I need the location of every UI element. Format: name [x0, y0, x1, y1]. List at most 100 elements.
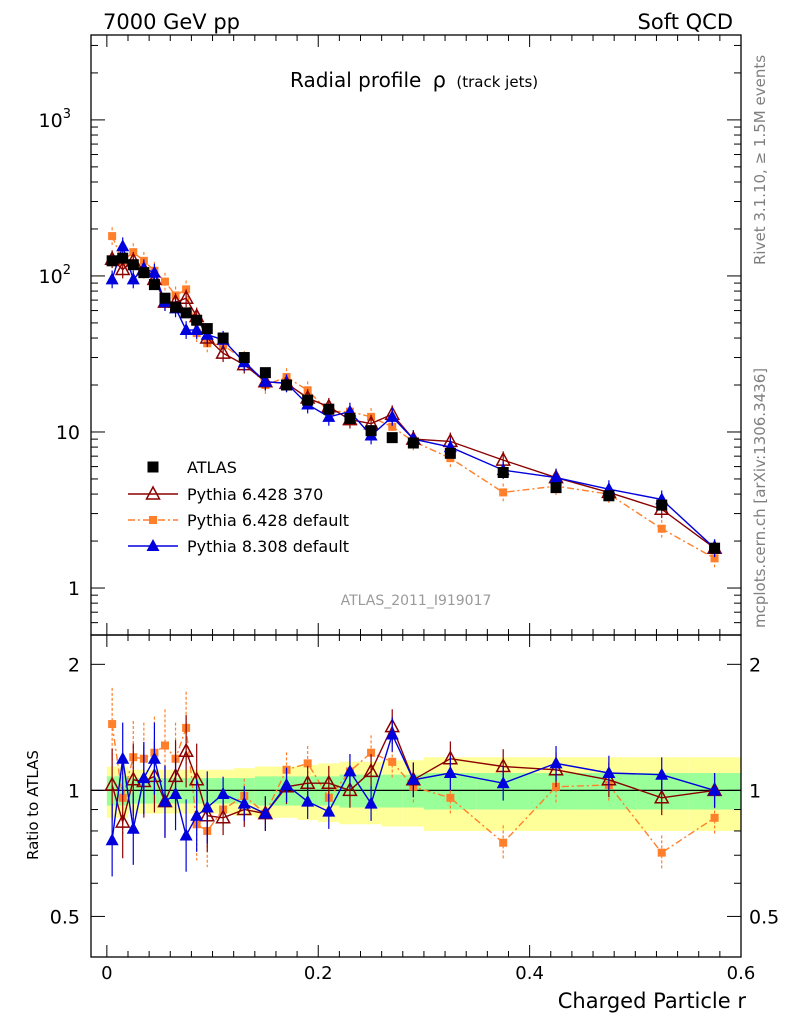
plot-title-main: Radial profile: [290, 68, 421, 92]
main-series-layer: [104, 227, 723, 568]
data-point: [365, 425, 377, 437]
data-point: [710, 554, 719, 563]
data-point: [407, 437, 419, 449]
data-point: [201, 323, 213, 335]
ratio-data-point: [653, 789, 670, 804]
data-point: [116, 239, 130, 252]
ratio-data-point: [178, 742, 194, 758]
data-point: [657, 524, 666, 533]
ratio-data-point: [499, 838, 508, 847]
y-tick-label: 103: [39, 107, 71, 132]
data-point: [179, 323, 193, 336]
series-atlas: [106, 252, 721, 554]
data-point: [148, 279, 160, 291]
ratio-data-point: [303, 759, 312, 768]
ratio-data-point: [169, 787, 183, 800]
data-point: [550, 482, 562, 494]
ratio-data-point: [342, 781, 358, 797]
y-tick-exponent: 2: [63, 263, 71, 278]
legend-marker: [146, 539, 160, 551]
data-point: [178, 289, 194, 304]
series-line: [111, 235, 715, 559]
ratio-data-point: [388, 757, 397, 766]
data-point: [108, 232, 117, 241]
data-point: [323, 403, 335, 415]
data-point: [388, 422, 397, 431]
ratio-data-point: [105, 833, 119, 846]
ratio-data-point: [321, 774, 337, 789]
plot-title: Radial profile ρ (track jets): [290, 68, 538, 92]
data-point: [444, 447, 456, 459]
data-point: [497, 466, 509, 478]
data-point: [170, 301, 182, 313]
x-tick-label: 0.4: [515, 963, 544, 984]
plot-title-symbol: ρ: [433, 68, 446, 92]
data-point: [160, 277, 169, 286]
data-point: [147, 265, 161, 278]
header-right-label: Soft QCD: [638, 10, 733, 34]
ratio-data-point: [343, 764, 357, 777]
ratio-data-point: [126, 821, 140, 834]
legend-marker: [145, 485, 161, 500]
ratio-data-point: [301, 794, 315, 807]
y-tick-label: 1: [68, 578, 80, 600]
data-point: [105, 272, 119, 285]
data-point: [106, 255, 118, 267]
data-point: [138, 267, 150, 279]
ratio-data-point: [215, 809, 231, 824]
ratio-data-point: [655, 767, 669, 780]
plot-title-sub: (track jets): [456, 73, 538, 91]
data-point: [302, 394, 314, 406]
ratio-band-green: [381, 774, 403, 808]
y-tick-base: 10: [39, 266, 63, 288]
legend-label: Pythia 8.308 default: [187, 537, 349, 556]
ratio-data-point: [116, 751, 130, 764]
data-point: [190, 323, 204, 336]
ratio-data-point: [258, 806, 272, 819]
x-tick-label: 0: [101, 963, 112, 984]
legend-entry: Pythia 6.428 default: [128, 511, 349, 530]
x-tick-label: 0.6: [727, 963, 756, 984]
ratio-data-point: [367, 748, 376, 757]
ratio-y-tick-label-left: 0.5: [50, 906, 80, 928]
data-point: [603, 490, 615, 502]
source-label: mcplots.cern.ch [arXiv:1306.3436]: [751, 368, 769, 628]
data-point: [180, 307, 192, 319]
data-point: [217, 332, 229, 344]
data-point: [259, 367, 271, 379]
ratio-data-point: [602, 766, 616, 779]
analysis-id-label: ATLAS_2011_I919017: [341, 593, 492, 609]
data-point: [499, 488, 508, 497]
ratio-series-pythia-8-308-default: [105, 717, 722, 877]
ratio-data-point: [114, 813, 131, 828]
ratio-data-point: [385, 727, 399, 740]
data-point: [281, 379, 293, 391]
ratio-data-point: [280, 777, 294, 790]
ratio-data-point: [363, 762, 379, 778]
ratio-series-line: [111, 732, 715, 841]
ratio-data-point: [322, 804, 336, 817]
data-point: [215, 344, 231, 359]
data-point: [709, 542, 721, 554]
data-point: [258, 374, 272, 387]
ratio-y-tick-label-right: 2: [749, 654, 761, 676]
ratio-y-tick-label-right: 1: [749, 780, 761, 802]
ratio-data-point: [108, 720, 117, 729]
data-point: [126, 272, 140, 285]
ratio-data-point: [708, 783, 722, 796]
ratio-data-point: [443, 766, 457, 779]
ratio-data-point: [364, 796, 378, 809]
ratio-data-point: [657, 848, 666, 857]
data-point: [238, 352, 250, 364]
data-point: [386, 432, 398, 444]
data-point: [191, 314, 203, 326]
y-tick-label: 102: [39, 263, 71, 288]
series-pythia-8-308-default: [105, 237, 722, 558]
ratio-data-point: [190, 808, 204, 821]
legend-entry: Pythia 6.428 370: [128, 485, 323, 504]
x-axis-label: Charged Particle r: [558, 989, 747, 1013]
ratio-frame: [90, 634, 742, 958]
ratio-data-point: [125, 771, 142, 786]
